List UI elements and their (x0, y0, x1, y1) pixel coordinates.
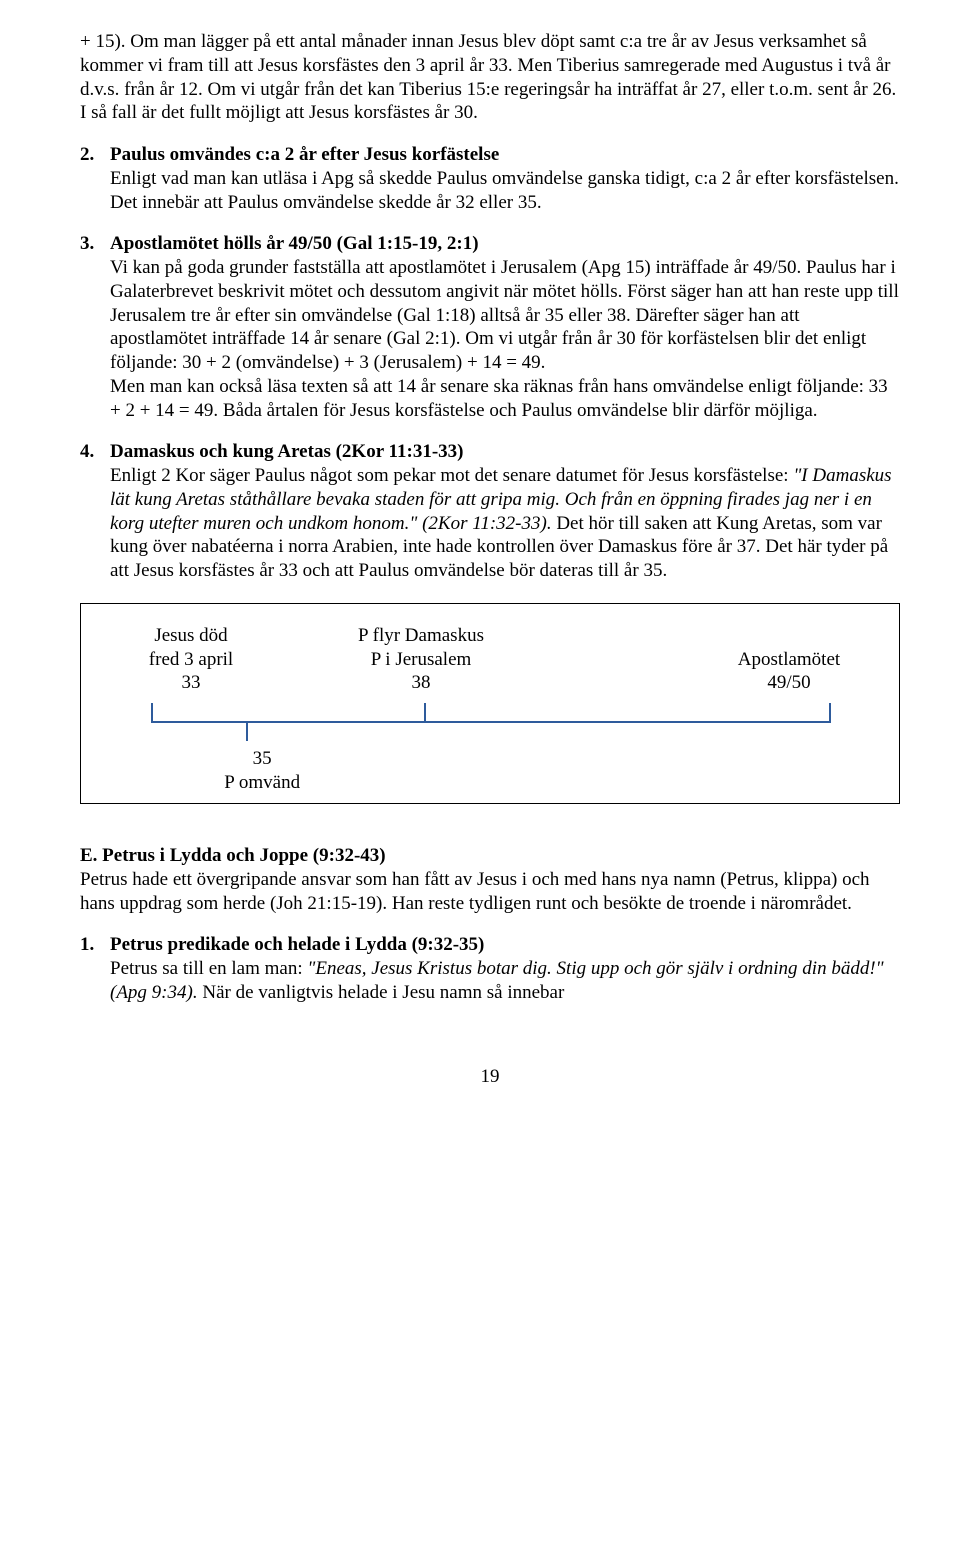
item3-content: Apostlamötet hölls år 49/50 (Gal 1:15-19… (110, 232, 900, 422)
timeline-tick-4 (829, 703, 831, 723)
intro-text: + 15). Om man lägger på ett antal månade… (80, 31, 896, 123)
item2-content: Paulus omvändes c:a 2 år efter Jesus kor… (110, 143, 900, 214)
timeline-top-labels: Jesus död fred 3 april 33 P flyr Damasku… (121, 624, 859, 695)
timeline-tick-1 (151, 703, 153, 723)
item3-body2: Men man kan också läsa texten så att 14 … (110, 376, 888, 421)
item4-number: 4. (80, 440, 110, 583)
tl3-l2: 49/50 (767, 672, 810, 693)
list-item-2: 2. Paulus omvändes c:a 2 år efter Jesus … (80, 143, 900, 214)
itemE1-number: 1. (80, 933, 110, 1004)
section-e: E. Petrus i Lydda och Joppe (9:32-43) Pe… (80, 844, 900, 915)
timeline-event-conversion: 35 P omvänd (202, 747, 322, 795)
tl1-l3: 33 (182, 672, 201, 693)
item2-body: Enligt vad man kan utläsa i Apg så skedd… (110, 168, 899, 213)
list-item-4: 4. Damaskus och kung Aretas (2Kor 11:31-… (80, 440, 900, 583)
timeline-event-jesus-death: Jesus död fred 3 april 33 (121, 624, 261, 695)
item3-number: 3. (80, 232, 110, 422)
list-item-3: 3. Apostlamötet hölls år 49/50 (Gal 1:15… (80, 232, 900, 422)
timeline-tick-3 (424, 703, 426, 723)
tl2-l2: P i Jerusalem (371, 649, 472, 670)
page-number: 19 (80, 1065, 900, 1089)
itemE1-body-pre: Petrus sa till en lam man: (110, 958, 307, 979)
section-e-body: Petrus hade ett övergripande ansvar som … (80, 869, 870, 914)
timeline-tick-2 (246, 721, 248, 741)
tlb-l2: P omvänd (224, 772, 300, 793)
tl2-l1: P flyr Damaskus (358, 625, 484, 646)
itemE1-body-post: När de vanligtvis helade i Jesu namn så … (198, 982, 565, 1003)
section-e-title: E. Petrus i Lydda och Joppe (9:32-43) (80, 845, 386, 866)
item2-number: 2. (80, 143, 110, 214)
intro-paragraph: + 15). Om man lägger på ett antal månade… (80, 30, 900, 125)
item3-body1: Vi kan på goda grunder fastställa att ap… (110, 257, 899, 373)
itemE1-content: Petrus predikade och helade i Lydda (9:3… (110, 933, 900, 1004)
timeline-line: 35 P omvänd (121, 703, 859, 783)
itemE1-title: Petrus predikade och helade i Lydda (9:3… (110, 934, 484, 955)
item4-body-pre: Enligt 2 Kor säger Paulus något som peka… (110, 465, 793, 486)
item3-title: Apostlamötet hölls år 49/50 (Gal 1:15-19… (110, 233, 479, 254)
timeline-diagram: Jesus död fred 3 april 33 P flyr Damasku… (80, 603, 900, 804)
item4-content: Damaskus och kung Aretas (2Kor 11:31-33)… (110, 440, 900, 583)
timeline-event-apostlamotet: Apostlamötet 49/50 (719, 648, 859, 696)
tl2-l3: 38 (412, 672, 431, 693)
timeline-horizontal-line (151, 721, 829, 723)
item2-title: Paulus omvändes c:a 2 år efter Jesus kor… (110, 144, 499, 165)
tl1-l1: Jesus död (154, 625, 227, 646)
tl1-l2: fred 3 april (149, 649, 233, 670)
tl3-l1: Apostlamötet (738, 649, 840, 670)
tlb-l1: 35 (253, 748, 272, 769)
item4-title: Damaskus och kung Aretas (2Kor 11:31-33) (110, 441, 463, 462)
list-item-e1: 1. Petrus predikade och helade i Lydda (… (80, 933, 900, 1004)
timeline-event-damascus: P flyr Damaskus P i Jerusalem 38 (321, 624, 521, 695)
